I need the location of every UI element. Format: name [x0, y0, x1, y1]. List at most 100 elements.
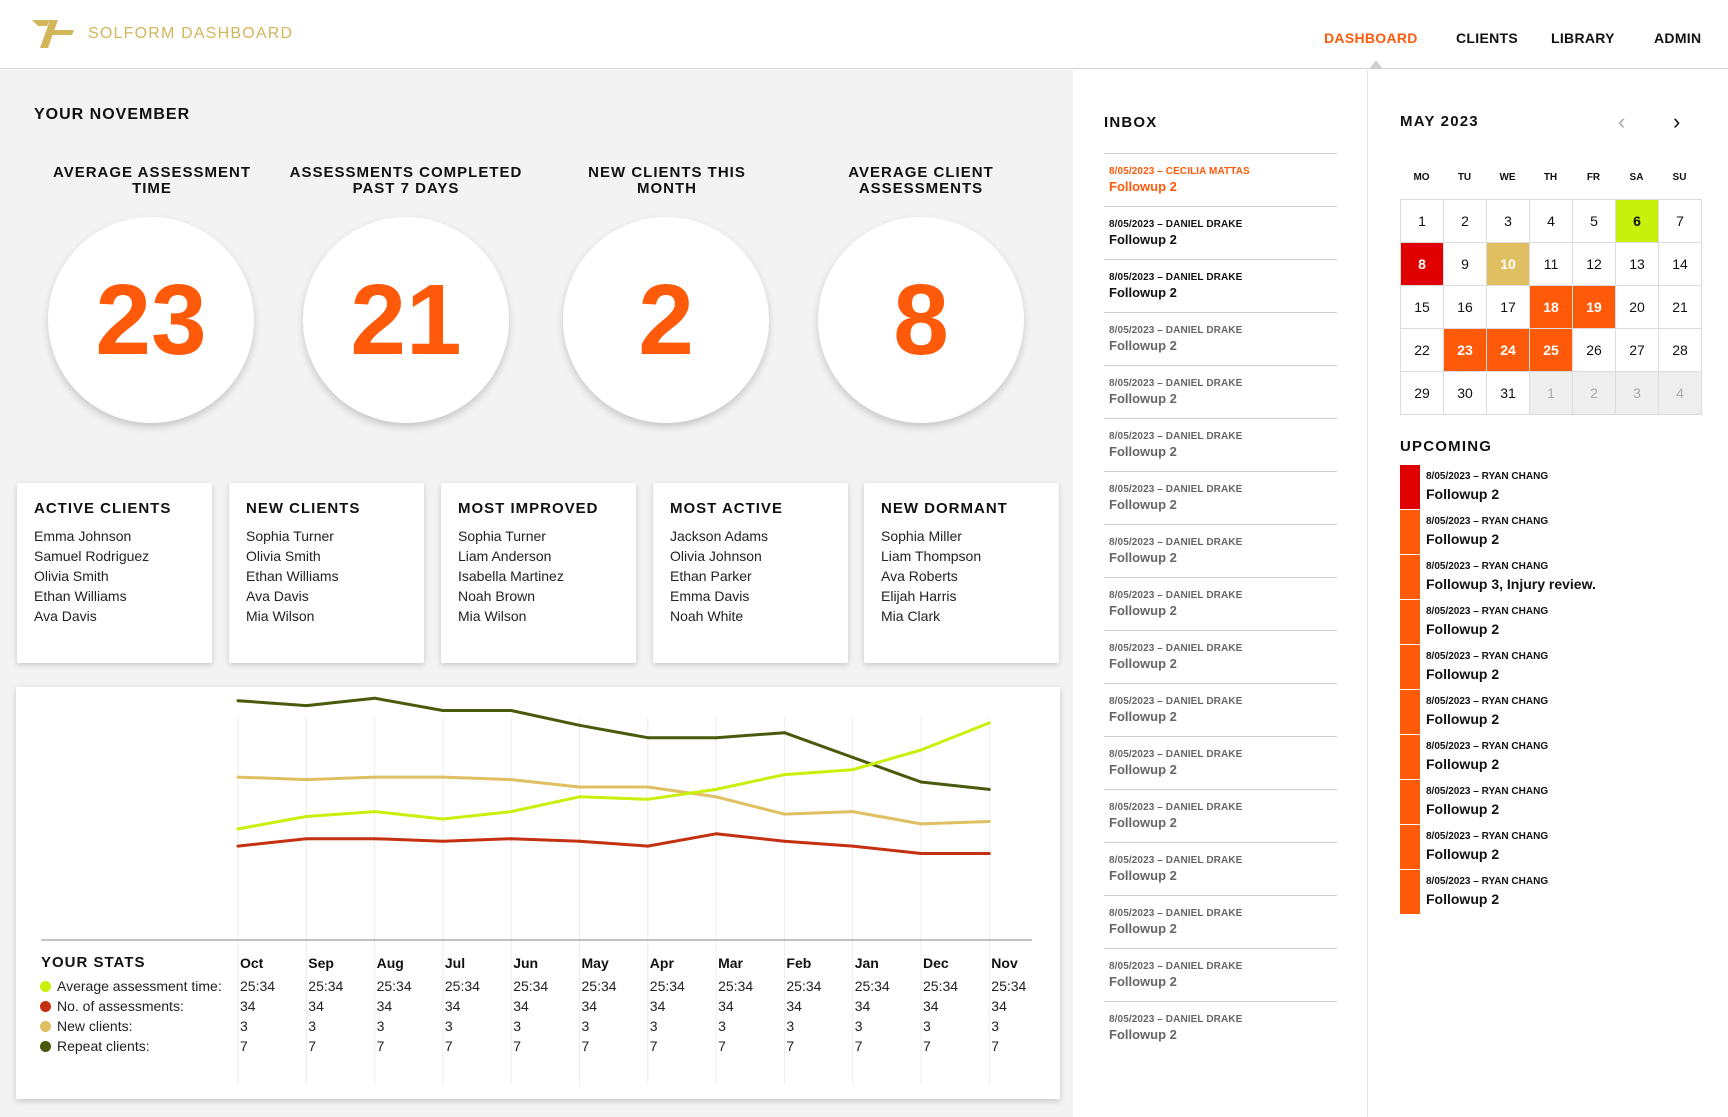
inbox-message[interactable]: 8/05/2023 – DANIEL DRAKE Followup 2 — [1104, 259, 1337, 312]
inbox-message[interactable]: 8/05/2023 – DANIEL DRAKE Followup 2 — [1104, 312, 1337, 365]
calendar-day[interactable]: 21 — [1659, 286, 1702, 329]
data-point[interactable] — [987, 721, 991, 725]
calendar-day[interactable]: 22 — [1401, 329, 1444, 372]
inbox-message[interactable]: 8/05/2023 – CECILIA MATTAS Followup 2 — [1104, 153, 1337, 206]
client-name[interactable]: Liam Thompson — [881, 548, 982, 564]
calendar-day[interactable]: 1 — [1401, 200, 1444, 243]
client-name[interactable]: Mia Clark — [881, 608, 941, 624]
data-point[interactable] — [578, 795, 581, 799]
data-point[interactable] — [509, 810, 513, 814]
card-new-clients[interactable]: NEW CLIENTS Sophia Turner Olivia Smith E… — [229, 483, 424, 663]
inbox-message[interactable]: 8/05/2023 – DANIEL DRAKE Followup 2 — [1104, 683, 1337, 736]
data-point[interactable] — [851, 810, 855, 814]
client-name[interactable]: Emma Davis — [670, 588, 750, 604]
inbox-message[interactable]: 8/05/2023 – DANIEL DRAKE Followup 2 — [1104, 630, 1337, 683]
data-point[interactable] — [441, 709, 445, 712]
calendar-day[interactable]: 13 — [1616, 243, 1659, 286]
calendar-day[interactable]: 24 — [1487, 329, 1530, 372]
calendar-next-icon[interactable]: › — [1673, 109, 1681, 134]
calendar-day[interactable]: 3 — [1616, 372, 1659, 415]
data-point[interactable] — [236, 844, 240, 848]
data-point[interactable] — [236, 775, 240, 779]
calendar-day[interactable]: 4 — [1659, 372, 1702, 415]
calendar-day[interactable]: 3 — [1487, 200, 1530, 243]
data-point[interactable] — [373, 775, 377, 779]
calendar-day[interactable]: 28 — [1659, 329, 1702, 372]
client-name[interactable]: Mia Wilson — [246, 608, 315, 624]
calendar-day[interactable]: 1 — [1530, 372, 1573, 415]
client-name[interactable]: Isabella Martinez — [458, 568, 564, 584]
card-most-improved[interactable]: MOST IMPROVED Sophia Turner Liam Anderso… — [441, 483, 636, 663]
calendar-day[interactable]: 16 — [1444, 286, 1487, 329]
data-point[interactable] — [919, 780, 923, 784]
data-point[interactable] — [373, 837, 377, 841]
data-point[interactable] — [441, 775, 445, 779]
card-new-dormant[interactable]: NEW DORMANT Sophia Miller Liam Thompson … — [864, 483, 1059, 663]
card-active-clients[interactable]: ACTIVE CLIENTS Emma Johnson Samuel Rodri… — [17, 483, 212, 663]
inbox-message[interactable]: 8/05/2023 – DANIEL DRAKE Followup 2 — [1104, 842, 1337, 895]
client-name[interactable]: Olivia Smith — [34, 568, 109, 584]
data-point[interactable] — [919, 852, 923, 855]
inbox-message[interactable]: 8/05/2023 – DANIEL DRAKE Followup 2 — [1104, 471, 1337, 524]
client-name[interactable]: Sophia Miller — [881, 528, 962, 544]
nav-dashboard[interactable]: DASHBOARD — [1324, 30, 1418, 46]
client-name[interactable]: Ethan Williams — [246, 568, 339, 584]
series-line-average-assessment-time[interactable] — [237, 721, 990, 831]
calendar-day[interactable]: 18 — [1530, 286, 1573, 329]
client-name[interactable]: Sophia Turner — [458, 528, 546, 544]
data-point[interactable] — [509, 837, 513, 841]
client-name[interactable]: Jackson Adams — [670, 528, 769, 544]
data-point[interactable] — [578, 839, 581, 843]
calendar-day[interactable]: 27 — [1616, 329, 1659, 372]
inbox-message[interactable]: 8/05/2023 – DANIEL DRAKE Followup 2 — [1104, 524, 1337, 577]
upcoming-item[interactable]: 8/05/2023 – RYAN CHANG Followup 2 — [1400, 600, 1700, 644]
data-point[interactable] — [714, 787, 718, 791]
client-name[interactable]: Mia Wilson — [458, 608, 527, 624]
data-point[interactable] — [509, 778, 513, 782]
data-point[interactable] — [851, 755, 855, 759]
series-line-no-of-assessments[interactable] — [237, 832, 990, 855]
upcoming-item[interactable]: 8/05/2023 – RYAN CHANG Followup 2 — [1400, 825, 1700, 869]
series-line-repeat-clients[interactable] — [237, 696, 990, 791]
data-point[interactable] — [373, 696, 377, 700]
data-point[interactable] — [304, 778, 308, 782]
calendar-day[interactable]: 7 — [1659, 200, 1702, 243]
nav-admin[interactable]: ADMIN — [1654, 30, 1702, 46]
upcoming-item[interactable]: 8/05/2023 – RYAN CHANG Followup 2 — [1400, 870, 1700, 914]
data-point[interactable] — [509, 709, 513, 712]
client-name[interactable]: Ava Roberts — [881, 568, 958, 584]
calendar-day[interactable]: 19 — [1573, 286, 1616, 329]
data-point[interactable] — [714, 832, 718, 836]
calendar-day[interactable]: 14 — [1659, 243, 1702, 286]
data-point[interactable] — [304, 815, 308, 818]
nav-clients[interactable]: CLIENTS — [1456, 30, 1518, 46]
data-point[interactable] — [919, 748, 923, 752]
data-point[interactable] — [714, 795, 718, 799]
calendar-day[interactable]: 6 — [1616, 200, 1659, 243]
calendar-day[interactable]: 11 — [1530, 243, 1573, 286]
calendar-day[interactable]: 5 — [1573, 200, 1616, 243]
data-point[interactable] — [851, 768, 855, 772]
calendar-prev-icon[interactable]: ‹ — [1618, 109, 1626, 134]
data-point[interactable] — [987, 852, 991, 855]
client-name[interactable]: Noah White — [670, 608, 744, 624]
data-point[interactable] — [919, 822, 923, 826]
series-line-new-clients[interactable] — [237, 775, 990, 826]
client-name[interactable]: Olivia Johnson — [670, 548, 762, 564]
data-point[interactable] — [782, 731, 786, 735]
upcoming-item[interactable]: 8/05/2023 – RYAN CHANG Followup 2 — [1400, 465, 1700, 509]
upcoming-item[interactable]: 8/05/2023 – RYAN CHANG Followup 2 — [1400, 510, 1700, 554]
card-most-active[interactable]: MOST ACTIVE Jackson Adams Olivia Johnson… — [653, 483, 848, 663]
client-name[interactable]: Ethan Williams — [34, 588, 127, 604]
inbox-message[interactable]: 8/05/2023 – DANIEL DRAKE Followup 2 — [1104, 418, 1337, 471]
client-name[interactable]: Samuel Rodriguez — [34, 548, 150, 564]
solform-logo-icon[interactable] — [30, 18, 76, 50]
calendar-day[interactable]: 20 — [1616, 286, 1659, 329]
inbox-message[interactable]: 8/05/2023 – DANIEL DRAKE Followup 2 — [1104, 365, 1337, 418]
nav-library[interactable]: LIBRARY — [1551, 30, 1615, 46]
data-point[interactable] — [782, 812, 786, 816]
data-point[interactable] — [578, 785, 581, 789]
calendar-day[interactable]: 12 — [1573, 243, 1616, 286]
calendar-day[interactable]: 2 — [1444, 200, 1487, 243]
data-point[interactable] — [373, 810, 377, 814]
